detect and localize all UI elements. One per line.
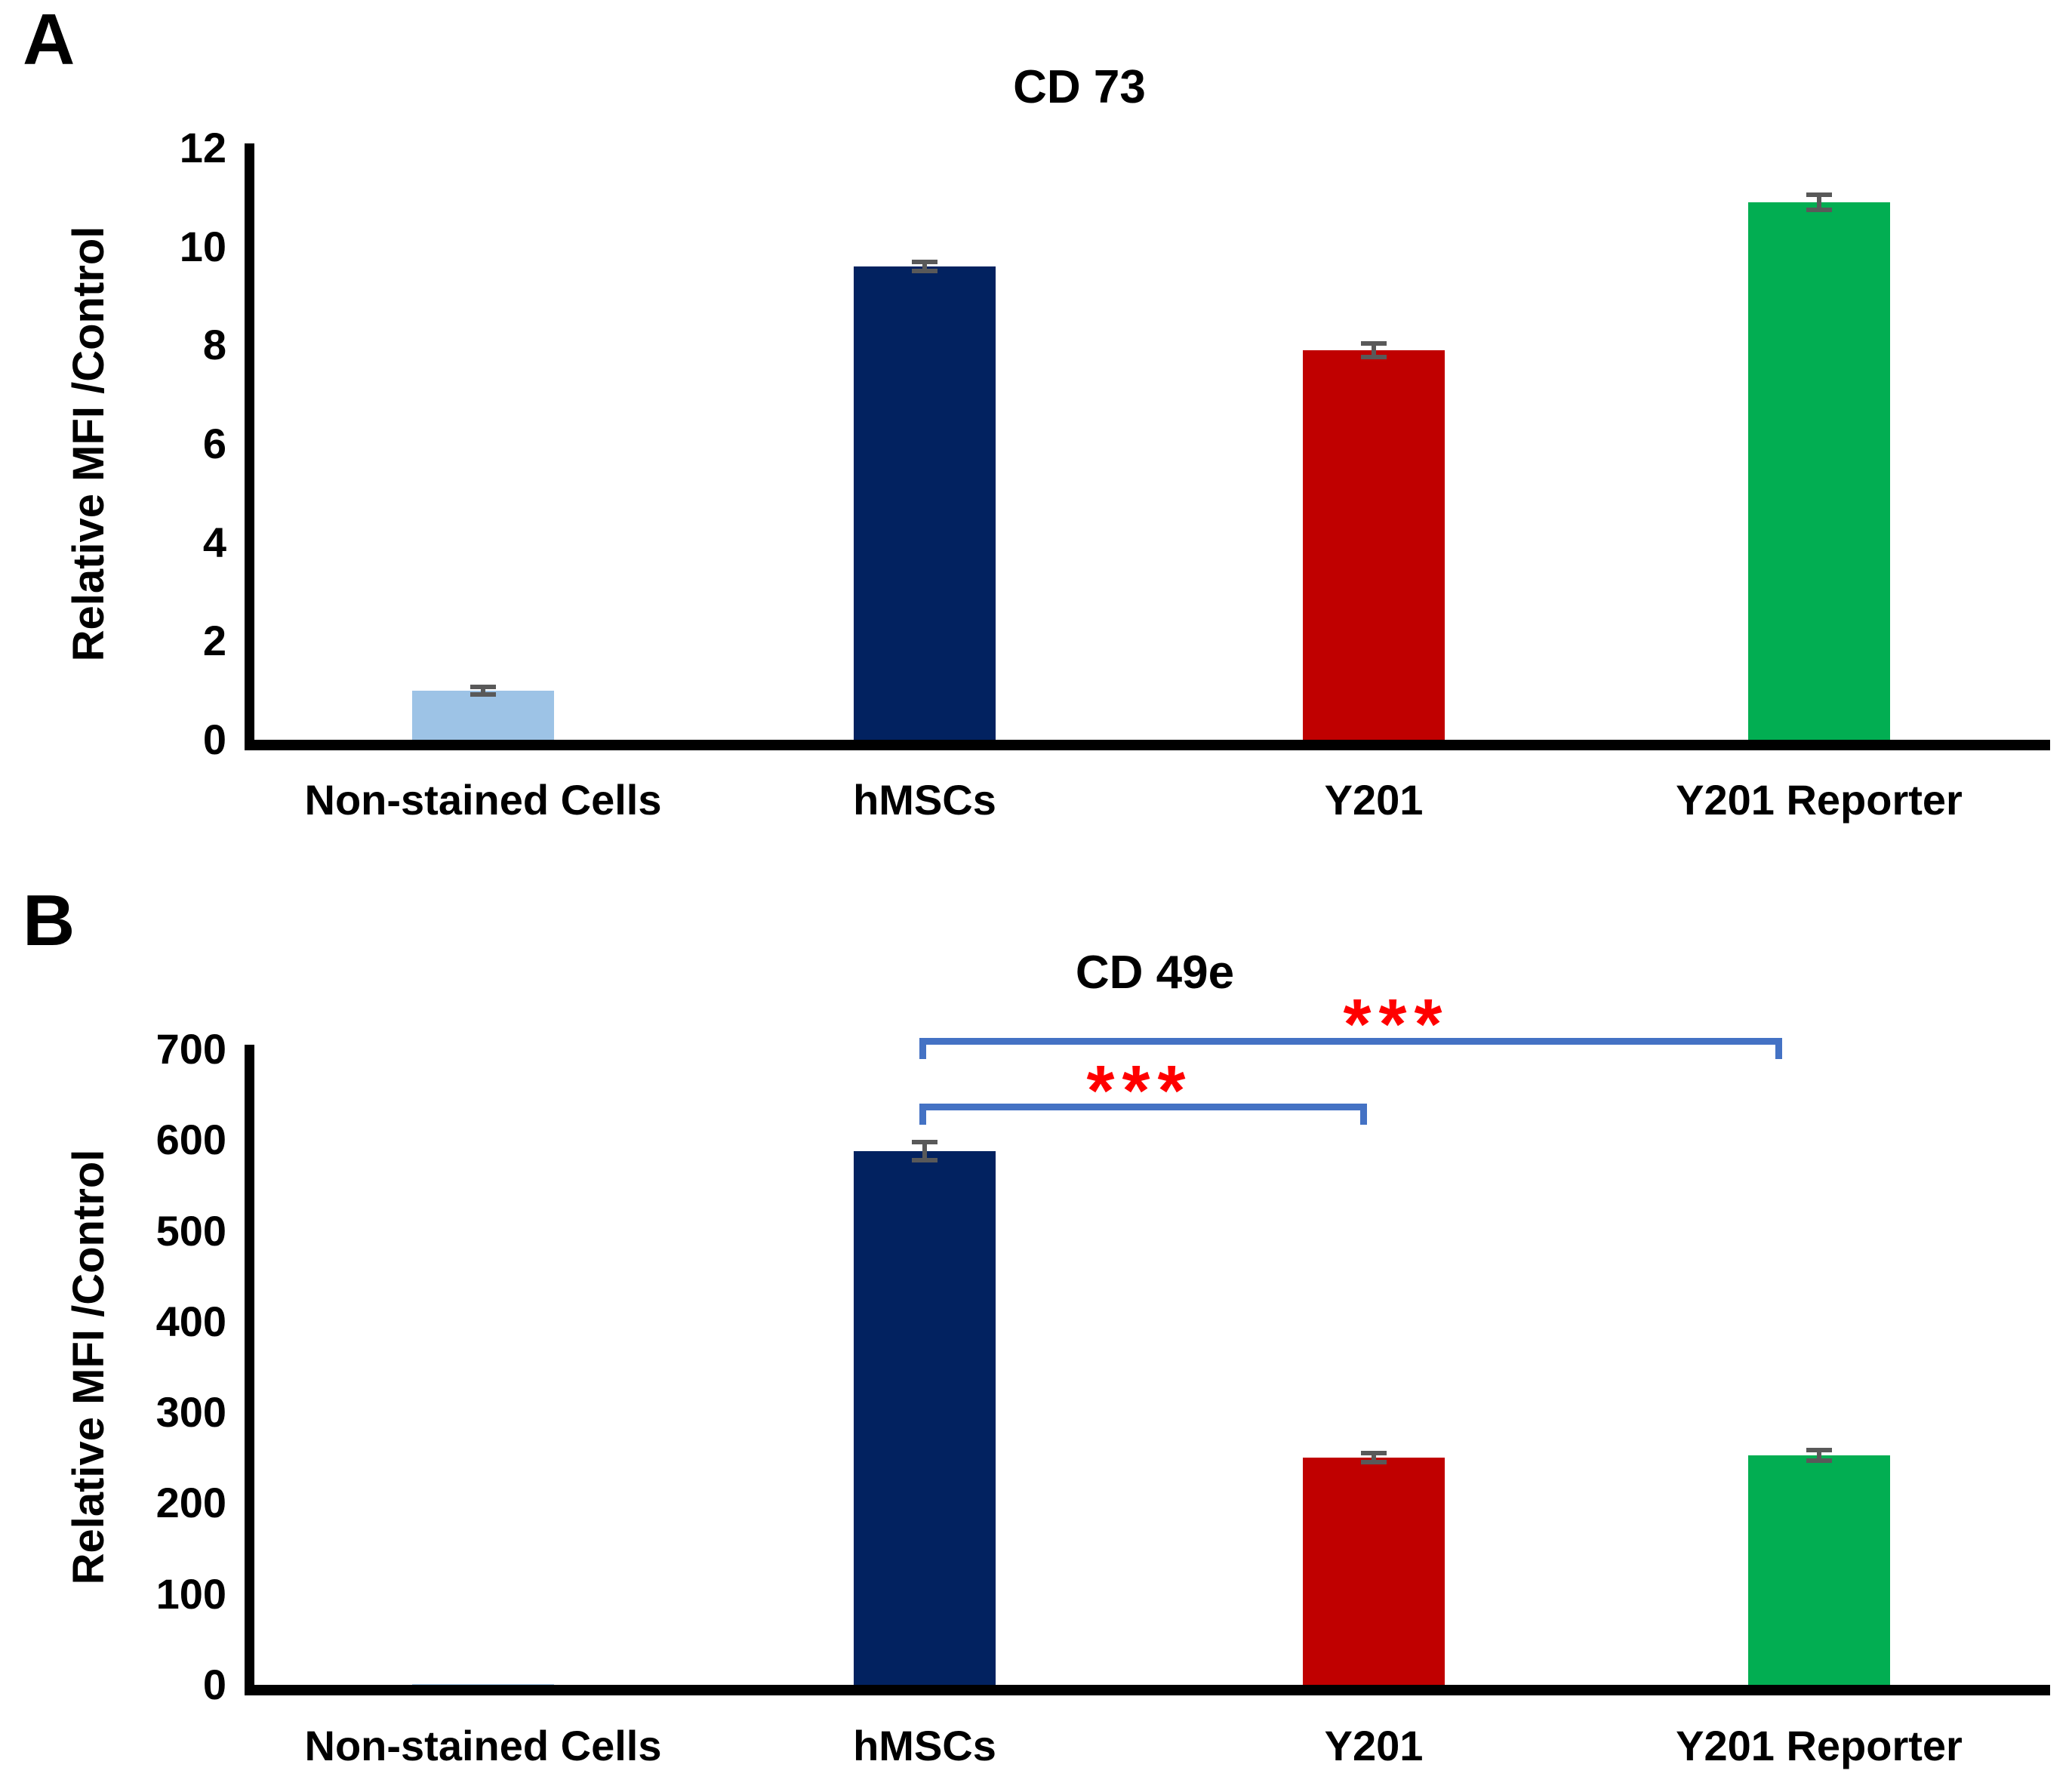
error-bar-cap-bottom — [1361, 1459, 1387, 1464]
significance-bracket-left-tick — [919, 1104, 926, 1125]
significance-bracket-left-tick — [919, 1038, 926, 1059]
error-bar-cap-top — [1806, 1448, 1832, 1453]
significance-stars: *** — [1086, 1051, 1193, 1131]
panel-a-letter: A — [23, 0, 75, 80]
error-bar-cap-bottom — [1361, 354, 1387, 359]
x-category-label: Y201 Reporter — [1676, 776, 1963, 824]
x-axis-line — [245, 740, 2050, 750]
error-bar-cap-bottom — [470, 692, 496, 697]
bar-y201-reporter — [1748, 1455, 1890, 1685]
y-tick-label: 500 — [155, 1206, 226, 1255]
x-category-label: hMSCs — [853, 1722, 996, 1769]
y-axis-line — [245, 143, 254, 750]
error-bar-stem — [1372, 345, 1376, 356]
y-tick-label: 300 — [155, 1388, 226, 1436]
y-tick-label: 600 — [155, 1116, 226, 1164]
bar-non-stained-cells — [412, 1684, 554, 1685]
x-category-label: Non-stained Cells — [304, 1722, 662, 1769]
y-axis-line — [245, 1045, 254, 1695]
y-tick-label: 700 — [155, 1025, 226, 1073]
error-bar-cap-top — [1361, 1451, 1387, 1456]
y-tick-label: 0 — [202, 716, 226, 763]
bar-non-stained-cells — [412, 691, 554, 740]
significance-bracket-top — [919, 1104, 1367, 1110]
error-bar-cap-top — [470, 684, 496, 689]
panel-b-letter: B — [23, 880, 75, 961]
error-bar-stem — [922, 1144, 927, 1159]
panel-b-title: CD 49e — [1075, 947, 1235, 999]
y-tick-label: 400 — [155, 1297, 226, 1345]
significance-bracket-right-tick — [1360, 1104, 1367, 1125]
error-bar-cap-top — [912, 1140, 937, 1145]
x-category-label: hMSCs — [853, 776, 996, 824]
bar-y201 — [1303, 1458, 1445, 1685]
error-bar-stem — [481, 688, 485, 694]
error-bar-cap-bottom — [912, 268, 937, 273]
x-category-label: Non-stained Cells — [304, 776, 662, 824]
y-tick-label: 6 — [202, 420, 226, 467]
error-bar-cap-bottom — [912, 1157, 937, 1162]
y-tick-label: 8 — [202, 321, 226, 369]
significance-bracket-right-tick — [1775, 1038, 1782, 1059]
error-bar-cap-bottom — [1806, 1458, 1832, 1463]
error-bar-cap-top — [1361, 341, 1387, 346]
x-category-label: Y201 — [1324, 776, 1424, 824]
error-bar-stem — [1817, 1452, 1821, 1459]
x-category-label: Y201 Reporter — [1676, 1722, 1963, 1769]
bar-hmscs — [854, 266, 996, 740]
error-bar-cap-top — [912, 260, 937, 265]
bar-y201-reporter — [1748, 202, 1890, 740]
bar-y201 — [1303, 350, 1445, 740]
x-category-label: Y201 — [1324, 1722, 1424, 1769]
error-bar-cap-bottom — [1806, 207, 1832, 212]
error-bar-cap-top — [1806, 192, 1832, 198]
y-tick-label: 100 — [155, 1569, 226, 1618]
error-bar-stem — [1817, 196, 1821, 208]
y-tick-label: 4 — [202, 518, 226, 566]
y-tick-label: 200 — [155, 1479, 226, 1527]
significance-bracket-top — [919, 1038, 1782, 1045]
error-bar-stem — [922, 263, 927, 269]
y-tick-label: 0 — [202, 1661, 226, 1708]
y-tick-label: 12 — [179, 124, 226, 171]
bar-hmscs — [854, 1151, 996, 1685]
significance-stars: *** — [1343, 984, 1450, 1064]
x-axis-line — [245, 1685, 2050, 1695]
y-tick-label: 10 — [179, 222, 226, 270]
panel-a-title: CD 73 — [1013, 61, 1146, 113]
y-tick-label: 2 — [202, 617, 226, 665]
error-bar-stem — [1372, 1455, 1376, 1461]
